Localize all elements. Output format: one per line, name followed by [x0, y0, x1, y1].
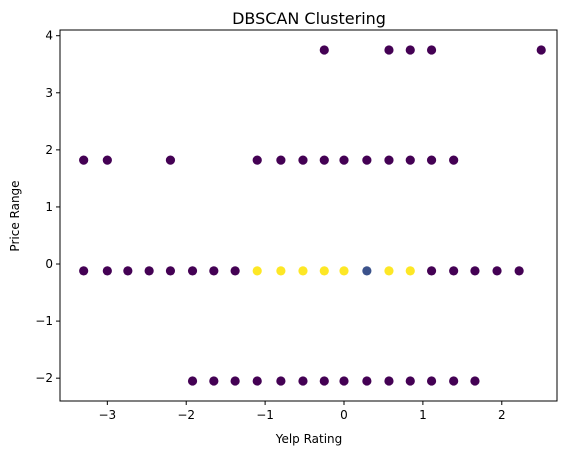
- data-point: [405, 45, 415, 55]
- data-point: [470, 376, 480, 386]
- x-tick-label: 2: [498, 408, 506, 422]
- data-point: [426, 266, 437, 276]
- x-tick-label: −1: [256, 408, 274, 422]
- x-tick-label: 1: [419, 408, 427, 422]
- data-point: [362, 376, 372, 386]
- data-point: [79, 155, 89, 165]
- data-point: [319, 376, 329, 386]
- data-point: [449, 155, 459, 165]
- data-point: [298, 155, 308, 165]
- data-point: [102, 266, 112, 276]
- y-tick-label: 0: [45, 257, 53, 271]
- data-point: [252, 376, 262, 386]
- data-point: [492, 266, 502, 276]
- y-tick-label: 4: [45, 29, 53, 43]
- data-point: [298, 266, 308, 276]
- data-point: [123, 266, 133, 276]
- data-point: [426, 376, 437, 386]
- data-point: [362, 155, 372, 165]
- data-point: [470, 266, 480, 276]
- data-point: [514, 266, 524, 276]
- data-point: [449, 376, 459, 386]
- x-tick-label: −2: [177, 408, 195, 422]
- y-tick-label: 1: [45, 200, 53, 214]
- data-point: [319, 45, 329, 55]
- data-point: [144, 266, 154, 276]
- data-point: [339, 376, 349, 386]
- plot-frame: [59, 29, 558, 402]
- data-point: [384, 45, 394, 55]
- data-point: [209, 266, 219, 276]
- data-point: [230, 376, 240, 386]
- y-tick-label: −2: [35, 371, 53, 385]
- y-tick-label: −1: [35, 314, 53, 328]
- data-point: [405, 266, 415, 276]
- data-point: [339, 155, 349, 165]
- data-point: [339, 266, 349, 276]
- data-point: [230, 266, 240, 276]
- data-point: [405, 155, 415, 165]
- data-point: [276, 376, 286, 386]
- data-point: [165, 266, 176, 276]
- x-axis-label: Yelp Rating: [275, 432, 343, 446]
- data-point: [252, 155, 262, 165]
- x-tick-label: −3: [98, 408, 116, 422]
- data-point: [187, 376, 198, 386]
- y-tick-label: 2: [45, 143, 53, 157]
- data-point: [209, 376, 219, 386]
- data-point: [384, 376, 394, 386]
- data-points: [79, 45, 546, 386]
- data-point: [449, 266, 459, 276]
- data-point: [79, 266, 89, 276]
- data-point: [384, 155, 394, 165]
- data-point: [102, 155, 112, 165]
- y-tick-label: 3: [45, 86, 53, 100]
- x-axis-ticks: −3 −2 −1 0 1 2: [98, 401, 506, 422]
- data-point: [384, 266, 394, 276]
- data-point: [187, 266, 198, 276]
- data-point: [426, 155, 437, 165]
- data-point: [319, 266, 329, 276]
- x-tick-label: 0: [340, 408, 348, 422]
- data-point: [276, 155, 286, 165]
- data-point: [362, 266, 372, 276]
- data-point: [319, 155, 329, 165]
- data-point: [276, 266, 286, 276]
- data-point: [165, 155, 176, 165]
- y-axis-ticks: −2 −1 0 1 2 3 4: [35, 29, 60, 385]
- data-point: [405, 376, 415, 386]
- y-axis-label: Price Range: [8, 180, 22, 251]
- data-point: [426, 45, 437, 55]
- data-point: [298, 376, 308, 386]
- data-point: [536, 45, 546, 55]
- data-point: [252, 266, 262, 276]
- chart-title: DBSCAN Clustering: [232, 9, 386, 28]
